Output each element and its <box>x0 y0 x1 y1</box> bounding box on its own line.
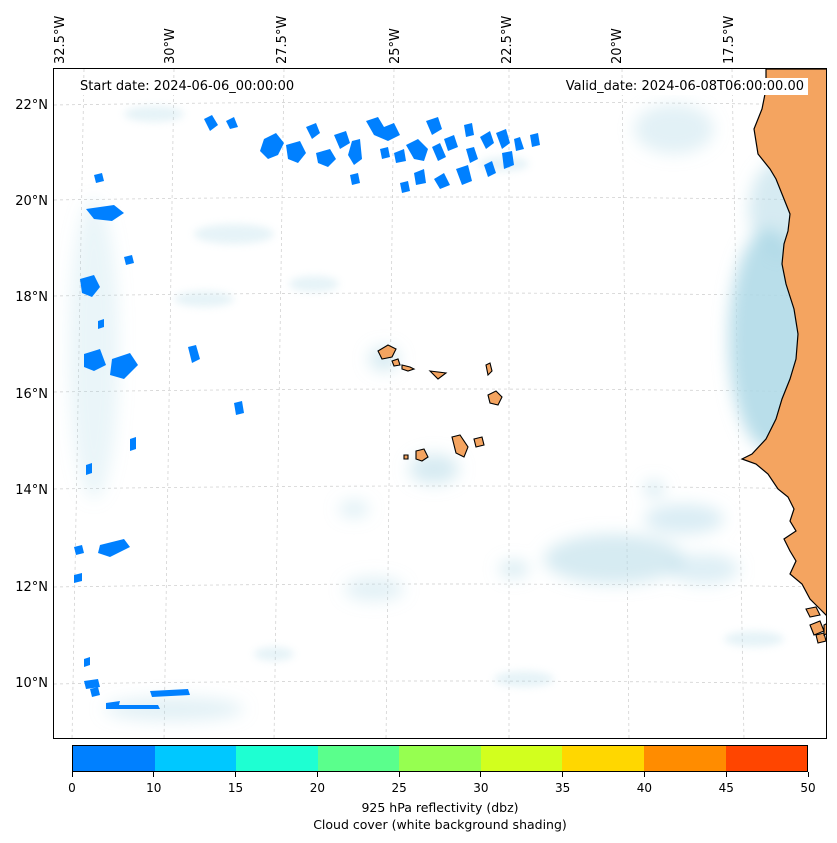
colorbar-tick-label: 10 <box>146 781 162 795</box>
colorbar-tick-mark <box>480 772 482 777</box>
colorbar-tick-mark <box>235 772 237 777</box>
valid-date-label: Valid_date: 2024-06-08T06:00:00.00 <box>561 78 808 95</box>
colorbar-sublabel: Cloud cover (white background shading) <box>313 817 567 832</box>
reflectivity-patches <box>74 115 540 709</box>
colorbar-tick-mark <box>398 772 400 777</box>
longitude-label: 32.5°W <box>53 15 68 64</box>
latitude-label: 10°N <box>15 676 48 691</box>
land <box>377 69 826 644</box>
latitude-label: 18°N <box>15 290 48 305</box>
colorbar-tick-mark <box>807 772 809 777</box>
island-bijagos-1 <box>805 606 821 618</box>
colorbar-tick-mark <box>316 772 318 777</box>
colorbar-segment <box>725 746 808 771</box>
colorbar-tick-mark <box>71 772 73 777</box>
island-brava <box>403 454 409 460</box>
colorbar-segment <box>643 746 726 771</box>
colorbar-tick-mark <box>562 772 564 777</box>
gridlines <box>54 69 826 738</box>
colorbar-tick-label: 45 <box>718 781 734 795</box>
island-fogo <box>415 448 429 462</box>
colorbar-tick-label: 50 <box>800 781 816 795</box>
colorbar-segment <box>73 746 155 771</box>
africa-landmass <box>740 69 826 616</box>
colorbar-segment <box>480 746 563 771</box>
colorbar-segment <box>562 746 644 771</box>
colorbar-segment <box>399 746 481 771</box>
colorbar-tick-label: 35 <box>555 781 571 795</box>
island-ilheus <box>428 370 448 380</box>
cloud-cover <box>69 104 819 721</box>
colorbar-tick-label: 40 <box>636 781 653 795</box>
island-bijagos-4 <box>823 623 826 636</box>
island-bijagos-2 <box>809 620 825 636</box>
longitude-label: 20°W <box>610 28 625 64</box>
island-maio <box>473 436 485 448</box>
island-sao-vicente <box>391 358 401 367</box>
colorbar-tick-mark <box>643 772 645 777</box>
longitude-label: 25°W <box>388 28 403 64</box>
latitude-label: 22°N <box>15 98 48 113</box>
colorbar-tick-label: 20 <box>309 781 325 795</box>
colorbar-tick-label: 15 <box>227 781 244 795</box>
colorbar-tick-label: 25 <box>391 781 407 795</box>
colorbar-label: 925 hPa reflectivity (dbz) <box>361 800 519 815</box>
colorbar-segment <box>236 746 318 771</box>
longitude-label: 30°W <box>163 28 178 64</box>
island-sal <box>485 362 493 377</box>
latitude-label: 14°N <box>15 483 48 498</box>
colorbar-tick-mark <box>725 772 727 777</box>
island-santo-antao <box>377 344 397 360</box>
colorbar-tick-mark <box>153 772 155 777</box>
colorbar-segment <box>154 746 237 771</box>
island-sao-nicolau <box>401 364 416 372</box>
island-boa-vista <box>487 390 503 406</box>
colorbar-tick-label: 0 <box>68 781 76 795</box>
longitude-label: 27.5°W <box>275 15 290 64</box>
island-santiago <box>451 434 469 458</box>
colorbar-segment <box>317 746 400 771</box>
latitude-label: 12°N <box>15 580 48 595</box>
latitude-label: 20°N <box>15 194 48 209</box>
latitude-label: 16°N <box>15 387 48 402</box>
longitude-label: 22.5°W <box>500 15 515 64</box>
map-panel: Start date: 2024-06-06_00:00:00 Valid_da… <box>53 68 827 739</box>
longitude-label: 17.5°W <box>722 15 737 64</box>
colorbar <box>72 745 808 772</box>
map-canvas <box>54 69 826 738</box>
colorbar-tick-label: 30 <box>473 781 489 795</box>
start-date-label: Start date: 2024-06-06_00:00:00 <box>76 78 299 95</box>
